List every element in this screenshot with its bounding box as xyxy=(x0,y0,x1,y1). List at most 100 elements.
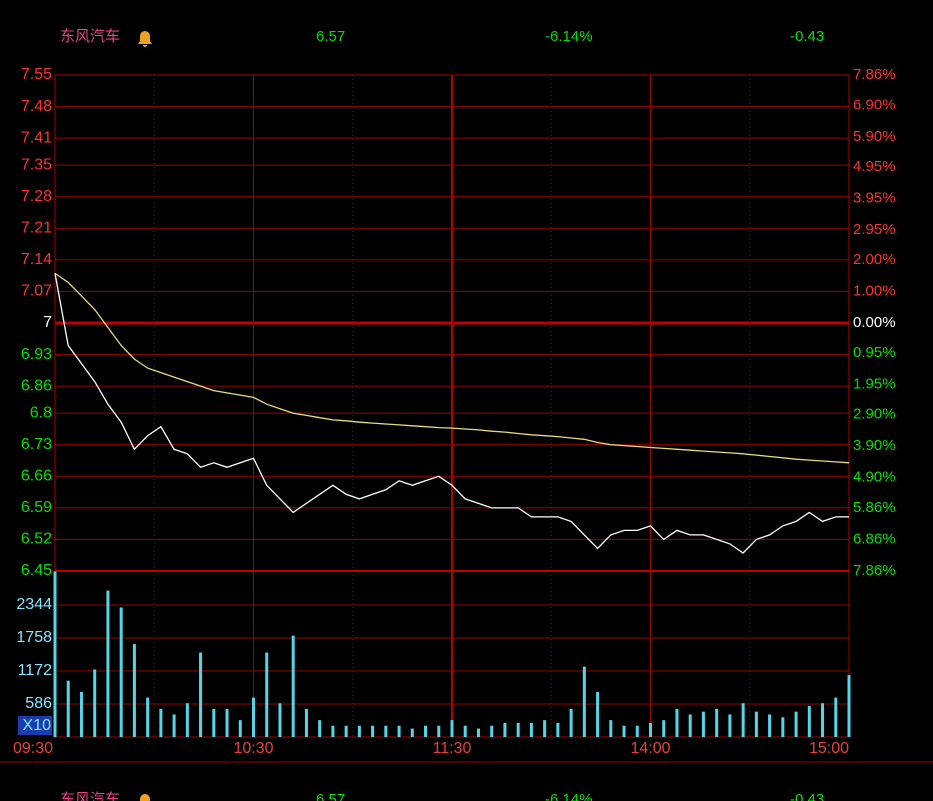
y-tick-label: 6.8 xyxy=(30,404,52,421)
volume-bar xyxy=(437,725,441,737)
bell-icon xyxy=(138,31,152,47)
volume-tick-label: 1758 xyxy=(16,629,52,646)
volume-bar xyxy=(503,722,507,737)
quote-header: 东风汽车 6.57 -6.14% -0.43 xyxy=(60,28,824,47)
y-tick-label: 6.73 xyxy=(21,436,52,453)
y-tick-label: 6.52 xyxy=(21,531,52,548)
volume-bar xyxy=(172,714,176,737)
y2-tick-label: 6.90% xyxy=(853,96,896,113)
y2-tick-label: 5.86% xyxy=(853,499,896,516)
y2-tick-label: 3.95% xyxy=(853,189,896,206)
volume-bar xyxy=(397,725,401,737)
volume-bar xyxy=(225,708,229,737)
y-tick-label: 7.21 xyxy=(21,220,52,237)
volume-bar xyxy=(463,725,467,737)
y2-tick-label: 1.00% xyxy=(853,282,896,299)
y-tick-label: 6.59 xyxy=(21,499,52,516)
y-tick-label: 7.14 xyxy=(21,251,52,268)
volume-bar xyxy=(688,714,692,737)
y2-tick-label: 2.00% xyxy=(853,251,896,268)
y2-tick-label: 0.00% xyxy=(853,314,896,331)
volume-bar xyxy=(529,722,533,737)
bell-icon xyxy=(140,794,150,801)
volume-bar xyxy=(728,714,732,737)
volume-bar xyxy=(635,725,639,737)
change: -0.43 xyxy=(790,28,824,45)
x-tick-label: 09:30 xyxy=(13,740,53,757)
y-tick-label: 7.28 xyxy=(21,188,52,205)
y2-tick-label: 7.86% xyxy=(853,66,896,83)
volume-bar xyxy=(794,711,798,737)
volume-bar xyxy=(106,590,110,737)
volume-bar xyxy=(741,703,745,737)
volume-bar xyxy=(609,720,613,737)
volume-bar xyxy=(569,708,573,737)
y2-tick-label: 2.90% xyxy=(853,405,896,422)
y-tick-label: 7.41 xyxy=(21,129,52,146)
change-pct: -6.14% xyxy=(545,791,593,801)
volume-bar xyxy=(675,708,679,737)
y2-tick-label: 7.86% xyxy=(853,562,896,579)
volume-bar xyxy=(715,708,719,737)
volume-bar xyxy=(185,703,189,737)
volume-bar xyxy=(304,708,308,737)
volume-bar xyxy=(93,669,97,737)
volume-bar xyxy=(622,725,626,737)
volume-tick-label: 2344 xyxy=(16,596,52,613)
volume-bar xyxy=(212,708,216,737)
volume-bar xyxy=(556,722,560,737)
y2-tick-label: 4.95% xyxy=(853,158,896,175)
y-tick-label: 6.66 xyxy=(21,468,52,485)
stock-name: 东风汽车 xyxy=(60,791,120,801)
y-tick-label: 7.48 xyxy=(21,98,52,115)
y-tick-label: 6.45 xyxy=(21,562,52,579)
last-price: 6.57 xyxy=(316,28,345,45)
volume-bar xyxy=(66,680,70,737)
volume-bar xyxy=(781,717,785,737)
volume-bar xyxy=(476,728,480,737)
y2-tick-label: 4.90% xyxy=(853,469,896,486)
price-line xyxy=(54,272,850,464)
y2-tick-label: 1.95% xyxy=(853,375,896,392)
volume-tick-label: 586 xyxy=(25,695,52,712)
volume-bar xyxy=(357,725,361,737)
change: -0.43 xyxy=(790,791,824,801)
x-tick-label: 15:00 xyxy=(809,740,849,757)
volume-bar xyxy=(318,720,322,737)
volume-bar xyxy=(119,607,123,737)
volume-unit: X10 xyxy=(23,717,52,734)
volume-tick-label: 1172 xyxy=(18,662,53,679)
volume-bar xyxy=(132,644,136,737)
volume-bar xyxy=(807,706,811,737)
volume-bar xyxy=(754,711,758,737)
volume-bar xyxy=(252,697,255,737)
y2-tick-label: 3.90% xyxy=(853,437,896,454)
price-line xyxy=(54,273,849,554)
y-tick-label: 6.86 xyxy=(21,377,52,394)
volume-bar xyxy=(199,652,203,737)
y2-tick-label: 0.95% xyxy=(853,344,896,361)
unit-badge xyxy=(18,716,52,735)
volume-bar xyxy=(291,635,295,737)
y2-tick-label: 6.86% xyxy=(853,530,896,547)
y2-tick-label: 5.90% xyxy=(853,128,896,145)
volume-bar xyxy=(834,697,838,737)
volume-bar xyxy=(662,720,666,737)
volume-bar xyxy=(450,720,454,737)
volume-bar xyxy=(582,666,586,737)
volume-bar xyxy=(516,722,520,737)
x-tick-label: 11:30 xyxy=(433,740,472,757)
volume-bar xyxy=(821,703,825,737)
volume-bar xyxy=(79,691,83,737)
volume-bar xyxy=(265,652,269,737)
volume-bar xyxy=(701,711,705,737)
x-tick-label: 10:30 xyxy=(233,740,273,757)
last-price: 6.57 xyxy=(316,791,345,801)
y-tick-label: 7.35 xyxy=(21,156,52,173)
volume-bar xyxy=(53,571,57,737)
y-tick-label: 7 xyxy=(43,314,52,331)
volume-bar xyxy=(543,720,547,737)
volume-bar xyxy=(344,725,348,737)
volume-bar xyxy=(331,725,335,737)
